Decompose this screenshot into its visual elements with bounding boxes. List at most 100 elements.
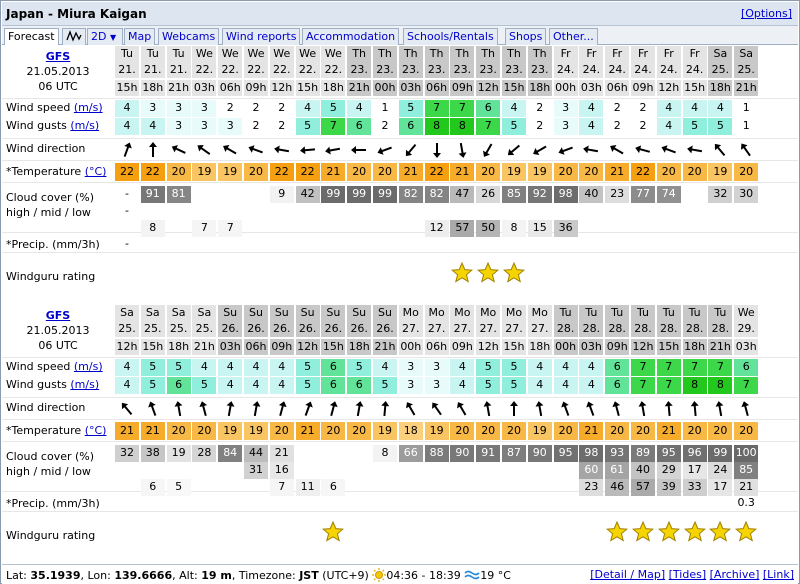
tab-map[interactable]: Map bbox=[124, 28, 156, 45]
precip-cell bbox=[425, 236, 449, 252]
tab-forecast[interactable]: Forecast bbox=[4, 28, 59, 45]
hour-header: 15h bbox=[140, 339, 165, 355]
precip-cell bbox=[218, 236, 242, 252]
day-header: Th bbox=[347, 46, 372, 62]
date-header: 26. bbox=[321, 321, 346, 337]
precip-cell bbox=[296, 236, 320, 252]
temperature-cell: 20 bbox=[734, 422, 759, 440]
cloud-layers-label: high / mid / low bbox=[6, 206, 91, 219]
cloud-mid-cell bbox=[373, 462, 397, 479]
cloud-high-cell: 85 bbox=[502, 186, 526, 203]
water-temperature-icon bbox=[464, 570, 480, 580]
date-header: 23. bbox=[476, 62, 501, 78]
date-header: 27. bbox=[502, 321, 526, 337]
hour-header: 15h bbox=[295, 80, 320, 96]
tab-schools-rentals[interactable]: Schools/Rentals bbox=[403, 28, 498, 45]
cloud-low-cell: 6 bbox=[140, 479, 165, 496]
wind-gusts-cell: 8 bbox=[682, 377, 707, 394]
archive-link[interactable]: [Archive] bbox=[709, 568, 760, 581]
date-header: 26. bbox=[218, 321, 243, 337]
wind-arrow-icon bbox=[270, 399, 294, 419]
cloud-mid-cell bbox=[321, 203, 345, 220]
date-header: 27. bbox=[450, 321, 475, 337]
wind-speed-cell: 7 bbox=[708, 359, 733, 376]
hour-header: 03h bbox=[218, 339, 243, 355]
model-link[interactable]: GFS bbox=[45, 50, 71, 63]
unit-c-link[interactable]: (°C) bbox=[84, 165, 107, 178]
unit-c-link[interactable]: (°C) bbox=[84, 424, 107, 437]
model-link[interactable]: GFS bbox=[45, 309, 71, 322]
cloud-low-cell bbox=[296, 220, 320, 237]
day-header: Tu bbox=[553, 305, 578, 321]
cloud-mid-cell bbox=[502, 203, 526, 220]
temperature-cell: 21 bbox=[140, 422, 165, 440]
wind-gusts-cell: 8 bbox=[708, 377, 733, 394]
tab-wind-reports[interactable]: Wind reports bbox=[222, 28, 301, 45]
cloud-mid-cell bbox=[554, 203, 578, 220]
cloud-low-cell: 5 bbox=[166, 479, 191, 496]
cloud-low-cell bbox=[528, 479, 552, 496]
cloud-low-cell bbox=[708, 220, 732, 237]
wind-speed-cell: 5 bbox=[295, 359, 320, 376]
cloud-low-cell: 6 bbox=[321, 479, 346, 496]
tab-2d[interactable]: 2D ▼ bbox=[87, 28, 123, 45]
cloud-low-cell: 33 bbox=[682, 479, 707, 496]
cloud-high-cell: 38 bbox=[140, 445, 165, 462]
hour-header: 06h bbox=[424, 80, 449, 96]
tab-webcams[interactable]: Webcams bbox=[158, 28, 220, 45]
wind-gusts-cell: 4 bbox=[115, 118, 139, 135]
cloud-low-cell bbox=[554, 479, 578, 496]
tab-other[interactable]: Other... bbox=[549, 28, 598, 45]
cloud-mid-cell bbox=[399, 462, 423, 479]
wind-speed-cell: 2 bbox=[631, 100, 655, 117]
date-header: 22. bbox=[244, 62, 268, 78]
tab-accommodation[interactable]: Accommodation bbox=[302, 28, 400, 45]
cloud-low-cell bbox=[270, 220, 294, 237]
options-link[interactable]: [Options] bbox=[740, 7, 792, 20]
precip-cell bbox=[218, 495, 242, 511]
hour-header: 15h bbox=[321, 339, 346, 355]
row-divider bbox=[2, 357, 798, 358]
cloud-low-cell bbox=[450, 479, 474, 496]
cloud-high-cell: 82 bbox=[398, 186, 423, 203]
temperature-cell: 20 bbox=[244, 163, 268, 181]
unit-ms-link[interactable]: (m/s) bbox=[70, 378, 100, 391]
cloud-mid-cell bbox=[708, 203, 732, 220]
cloud-low-cell bbox=[192, 479, 216, 496]
detail-map-link[interactable]: [Detail / Map] bbox=[590, 568, 666, 581]
row-divider bbox=[2, 232, 798, 233]
day-header: Su bbox=[373, 305, 397, 321]
cloud-high-cell: 21 bbox=[269, 445, 294, 462]
wind-speed-cell: 6 bbox=[605, 359, 630, 376]
day-header: We bbox=[244, 46, 268, 62]
cloud-mid-cell bbox=[141, 462, 165, 479]
temperature-cell: 22 bbox=[115, 163, 139, 181]
day-header: Mo bbox=[450, 305, 475, 321]
tab-shops[interactable]: Shops bbox=[505, 28, 547, 45]
cloud-high-cell: 9 bbox=[269, 186, 294, 203]
temperature-cell: 20 bbox=[373, 163, 397, 181]
hour-header: 15h bbox=[682, 80, 707, 96]
link-link[interactable]: [Link] bbox=[762, 568, 794, 581]
unit-ms-link[interactable]: (m/s) bbox=[73, 360, 103, 373]
tab-graph-icon[interactable] bbox=[62, 28, 86, 45]
date-header: 26. bbox=[269, 321, 294, 337]
date-header: 26. bbox=[295, 321, 320, 337]
unit-ms-link[interactable]: (m/s) bbox=[70, 119, 100, 132]
wind-speed-cell: 2 bbox=[527, 100, 552, 117]
footer-links: [Detail / Map] [Tides] [Archive] [Link] bbox=[590, 568, 794, 581]
cloud-low-cell: 8 bbox=[502, 220, 526, 237]
unit-ms-link[interactable]: (m/s) bbox=[73, 101, 103, 114]
wind-speed-cell: 1 bbox=[734, 100, 759, 117]
cloud-high-cell: 40 bbox=[579, 186, 604, 203]
day-header: Su bbox=[321, 305, 346, 321]
precip-cell bbox=[657, 495, 681, 511]
cloud-low-cell: 7 bbox=[218, 220, 243, 237]
tides-link[interactable]: [Tides] bbox=[668, 568, 707, 581]
rating-star-icon bbox=[631, 520, 655, 542]
wind-gusts-cell: 8 bbox=[450, 118, 475, 135]
day-header: Th bbox=[373, 46, 397, 62]
wind-arrow-icon bbox=[554, 399, 578, 419]
wind-speed-cell: 2 bbox=[218, 100, 243, 117]
